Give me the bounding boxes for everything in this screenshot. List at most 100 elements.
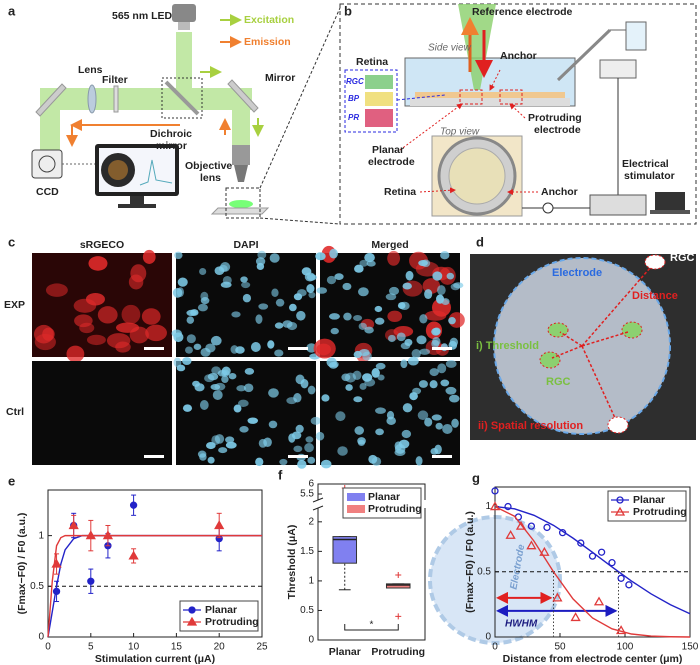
nucleus: [341, 373, 351, 382]
panel-frame: [339, 3, 697, 225]
cell: [121, 304, 141, 325]
nucleus: [337, 446, 348, 456]
nucleus: [441, 298, 450, 306]
zoom-line: [396, 94, 446, 101]
nucleus: [431, 414, 442, 421]
point: [593, 596, 605, 606]
nucleus: [401, 429, 412, 439]
retina-layers: [344, 69, 398, 133]
nucleus: [448, 317, 456, 325]
cell: [73, 298, 97, 313]
rgc: [607, 416, 629, 434]
nucleus: [308, 291, 316, 299]
nucleus: [424, 417, 433, 427]
x-tick-label: 20: [214, 642, 226, 653]
nucleus: [267, 340, 275, 349]
point: [608, 559, 616, 567]
point: [614, 506, 626, 516]
point: [188, 606, 196, 614]
nucleus: [237, 399, 249, 407]
nucleus: [446, 272, 455, 280]
x-tick-label: 50: [554, 642, 566, 653]
nucleus: [388, 286, 400, 296]
rgc-label: RGC: [670, 252, 695, 264]
mirror-label: Mirror: [265, 72, 295, 84]
nucleus: [304, 443, 314, 453]
ccd: [31, 149, 63, 179]
sample-glow: [229, 200, 253, 208]
x-tick-label: 15: [171, 642, 183, 653]
cell: [97, 306, 118, 324]
nucleus: [275, 298, 285, 307]
nucleus: [375, 362, 386, 370]
point: [570, 612, 581, 622]
nucleus: [271, 288, 279, 297]
anchor-label: Anchor: [541, 186, 578, 198]
distance-line: [551, 345, 583, 359]
emission-label: Emission: [244, 36, 291, 48]
beam: [40, 100, 60, 152]
x-tick-label: 150: [682, 642, 699, 653]
nucleus: [451, 418, 459, 428]
nucleus: [210, 335, 222, 346]
nucleus: [328, 313, 340, 320]
nucleus: [429, 380, 438, 389]
nucleus: [412, 387, 422, 395]
panel-label: a: [8, 3, 16, 18]
nucleus: [442, 424, 453, 434]
scale-bar: [432, 347, 452, 350]
fit-line: [494, 505, 691, 638]
nucleus: [279, 458, 288, 466]
legend-label: Protruding: [368, 503, 422, 515]
nucleus: [359, 259, 369, 267]
nucleus: [305, 436, 314, 443]
nucleus: [359, 383, 367, 390]
panel-label: c: [8, 234, 15, 249]
nucleus: [429, 368, 439, 377]
scale-bar: [144, 347, 164, 350]
y-tick-label: 1: [38, 530, 44, 541]
substrate: [410, 98, 570, 106]
retina-strip: [415, 92, 565, 98]
cell: [34, 333, 56, 351]
x-tick-label: 0: [45, 642, 51, 653]
nucleus: [258, 438, 268, 448]
y-tick-label: 0.5: [30, 581, 44, 592]
y-tick-label: 0.5: [477, 566, 491, 577]
cell: [142, 249, 156, 264]
nucleus: [293, 393, 302, 403]
nucleus: [225, 436, 235, 444]
micrograph: [32, 361, 172, 465]
point: [102, 530, 114, 540]
x-tick-label: 5: [88, 642, 94, 653]
y-axis-label: (Fmax−F0) / F0 (a.u.): [464, 511, 476, 613]
y-tick-label: 0: [308, 635, 314, 646]
monitor-stand: [130, 196, 144, 204]
distance-line: [581, 331, 629, 347]
nucleus: [453, 282, 464, 289]
box: [385, 583, 411, 589]
nucleus: [240, 276, 248, 283]
nucleus: [362, 373, 373, 382]
cell: [141, 308, 161, 325]
nucleus: [432, 327, 441, 336]
nucleus: [197, 303, 208, 312]
legend-label: Planar: [205, 604, 237, 616]
dichroic-label: mirror: [156, 140, 187, 152]
nucleus: [431, 339, 440, 348]
nucleus: [357, 439, 366, 446]
nucleus: [402, 282, 412, 290]
rgc-label: RGC: [546, 376, 571, 388]
ground: [542, 202, 554, 214]
nucleus: [316, 287, 328, 294]
nucleus: [274, 322, 284, 329]
led: [172, 4, 196, 22]
laptop: [655, 192, 685, 210]
nucleus: [186, 309, 197, 317]
y-tick-label: 0.5: [300, 605, 314, 616]
reference-electrode: [556, 28, 612, 82]
nucleus: [206, 441, 216, 450]
beam: [40, 88, 252, 110]
nucleus: [434, 444, 442, 455]
point: [527, 522, 536, 530]
